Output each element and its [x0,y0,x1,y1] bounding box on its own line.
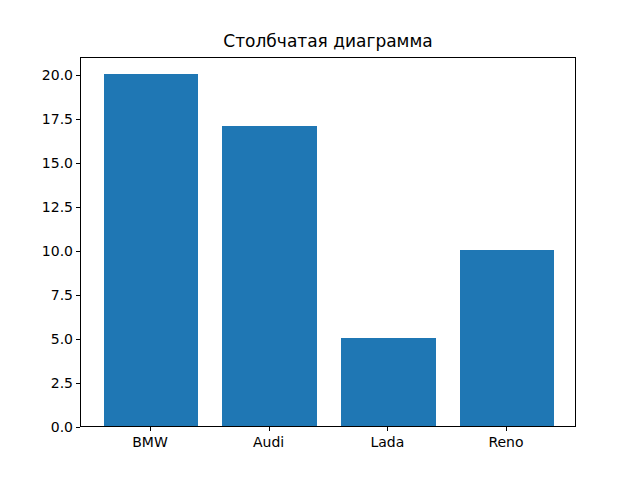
chart-title: Столбчатая диаграмма [80,33,576,50]
bar-reno [460,250,555,426]
y-tick-label: 7.5 [0,288,73,302]
y-tick-label: 5.0 [0,332,73,346]
x-tick-label-lada: Lada [327,435,447,449]
y-tick-mark [76,207,80,208]
plot-area [80,57,576,427]
y-tick-label: 2.5 [0,376,73,390]
bar-bmw [104,74,199,426]
x-tick-mark [506,427,507,431]
y-tick-mark [76,383,80,384]
x-tick-mark [269,427,270,431]
x-tick-mark [387,427,388,431]
x-tick-label-bmw: BMW [90,435,210,449]
y-tick-mark [76,295,80,296]
y-tick-mark [76,75,80,76]
figure: Столбчатая диаграмма BMWAudiLadaReno 0.0 2… [0,0,640,480]
y-tick-label: 12.5 [0,200,73,214]
y-tick-label: 17.5 [0,112,73,126]
y-tick-mark [76,251,80,252]
y-tick-label: 10.0 [0,244,73,258]
bar-lada [341,338,436,426]
y-tick-mark [76,119,80,120]
bar-audi [222,126,317,426]
y-tick-label: 20.0 [0,68,73,82]
x-tick-mark [150,427,151,431]
y-tick-mark [76,163,80,164]
y-tick-mark [76,339,80,340]
x-tick-label-audi: Audi [209,435,329,449]
y-tick-label: 0.0 [0,420,73,434]
y-tick-mark [76,427,80,428]
y-tick-label: 15.0 [0,156,73,170]
x-tick-label-reno: Reno [446,435,566,449]
